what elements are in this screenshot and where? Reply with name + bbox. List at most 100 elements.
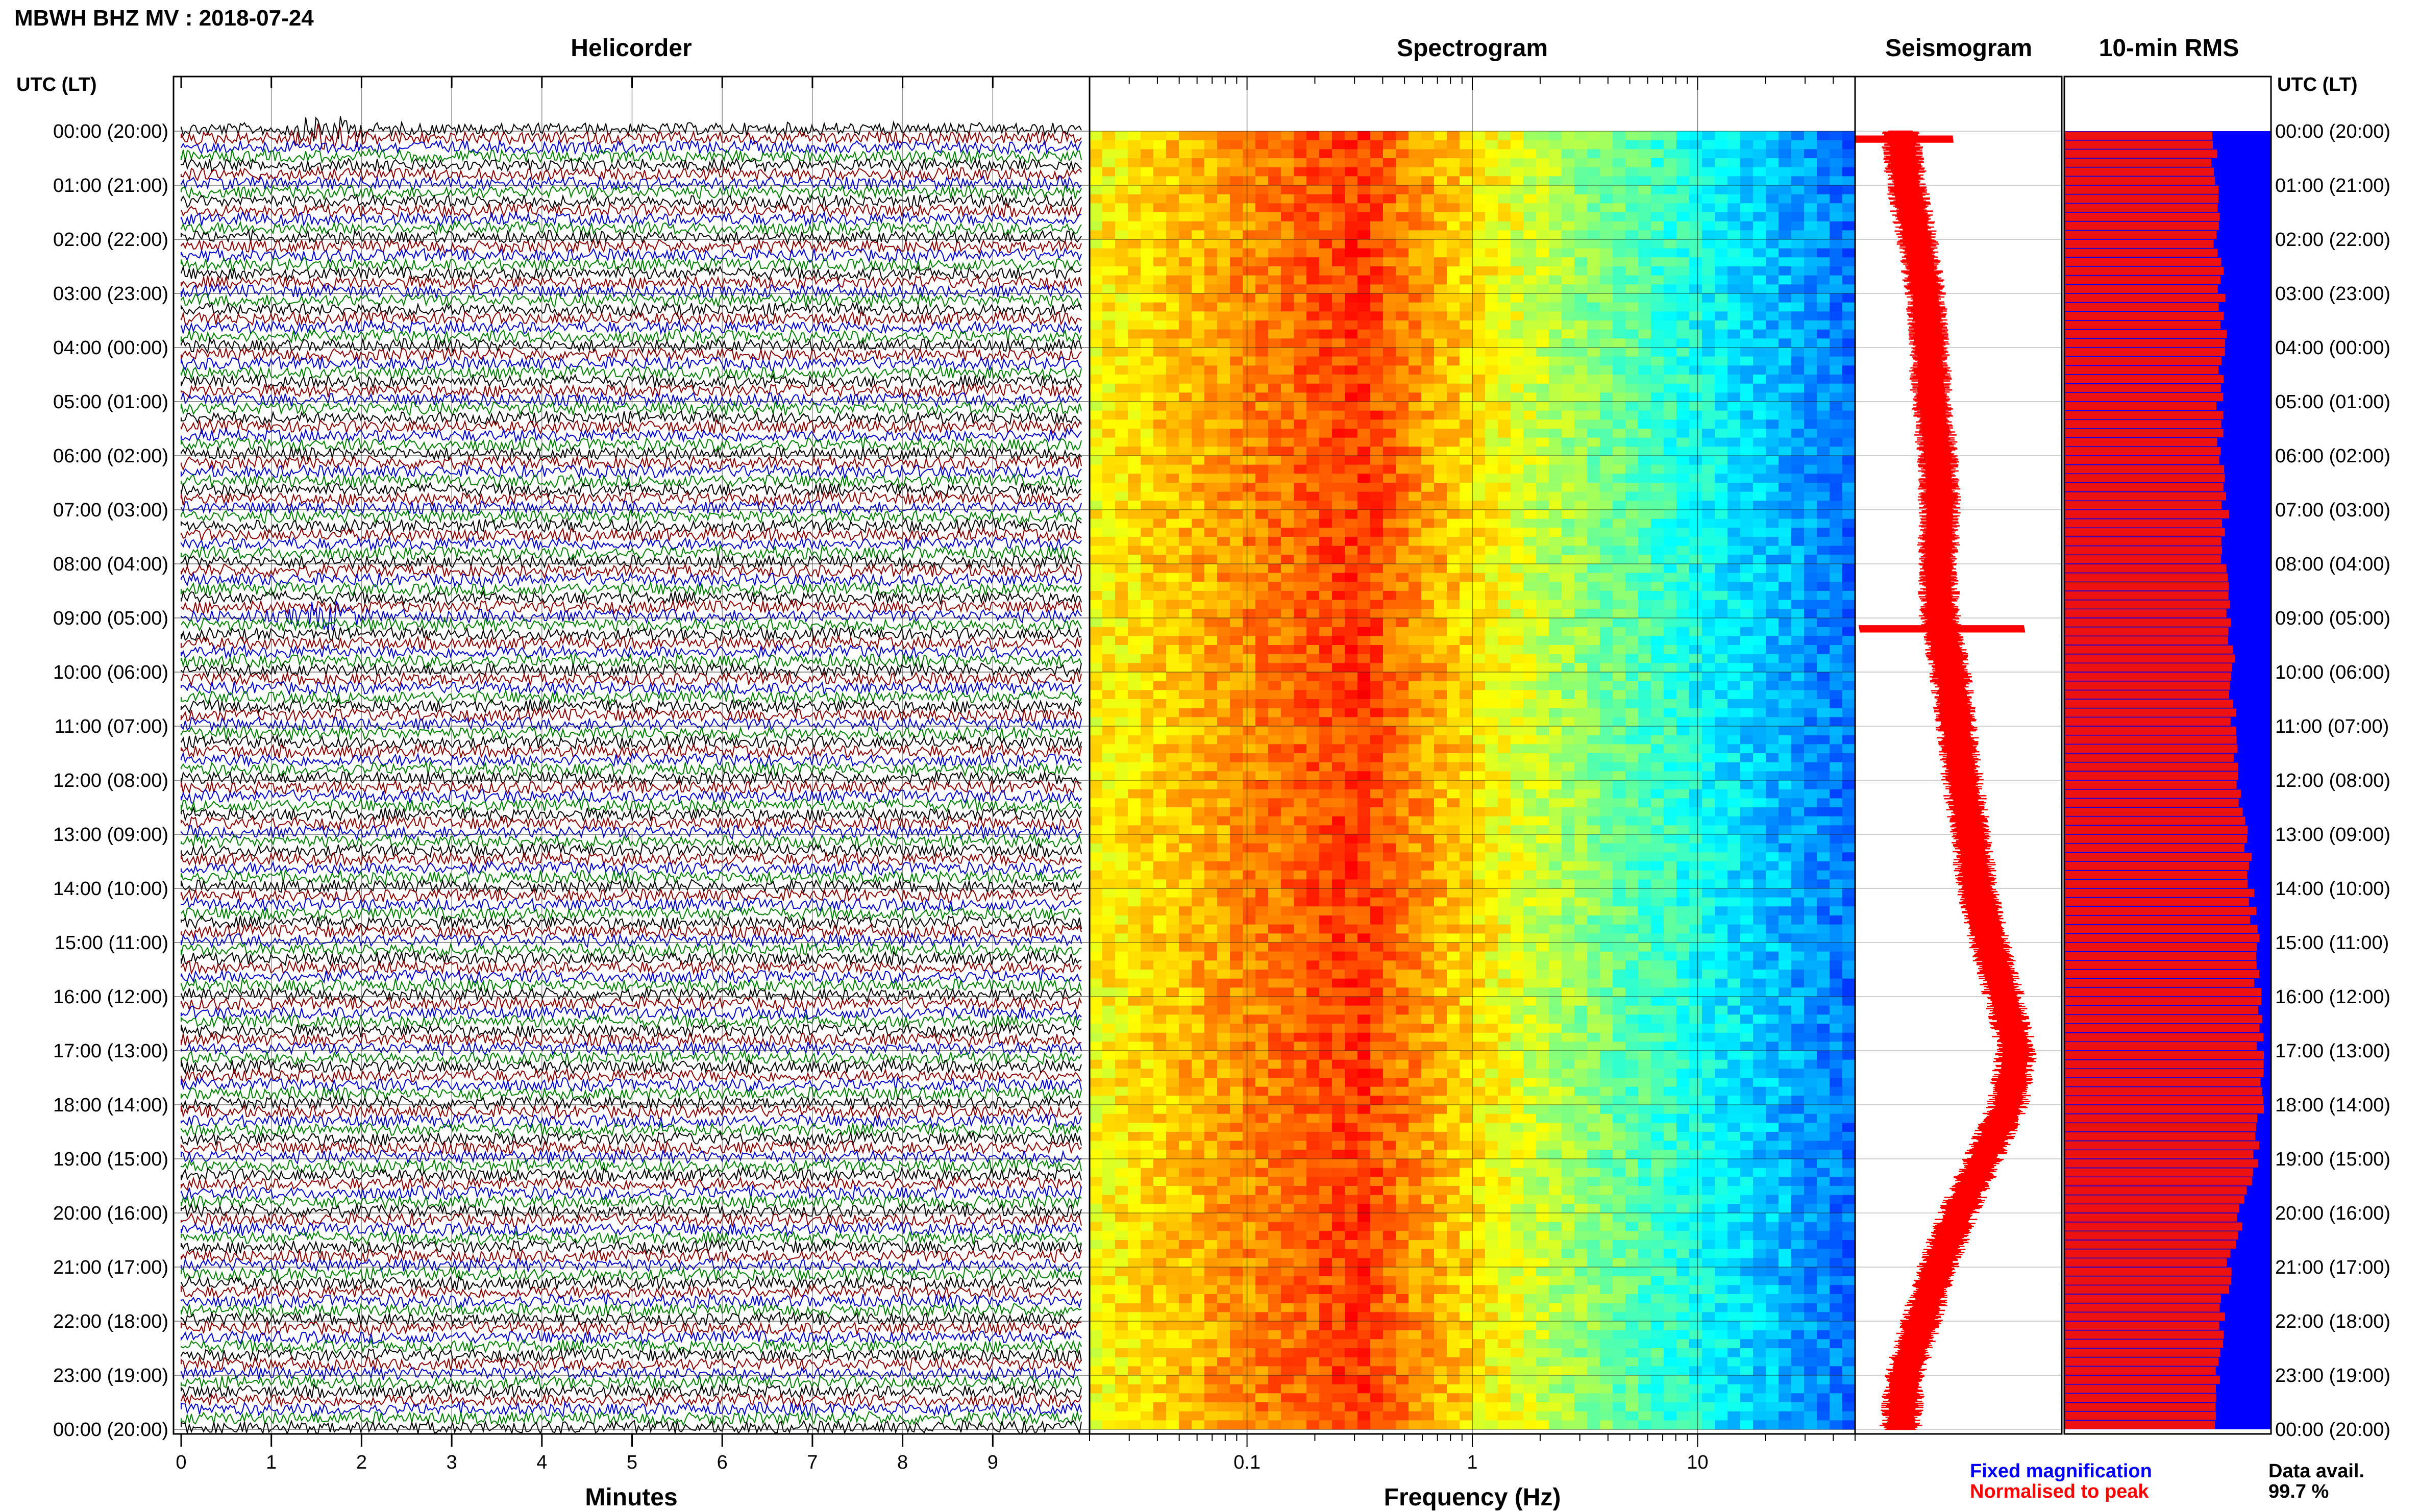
spectrogram-cell [1574,375,1588,384]
spectrogram-cell [1472,158,1486,168]
spectrogram-cell [1842,744,1855,754]
spectrogram-cell [1651,348,1664,357]
spectrogram-cell [1830,564,1843,574]
spectrogram-cell [1319,131,1332,141]
spectrogram-cell [1817,375,1830,384]
spectrogram-cell [1141,537,1154,547]
spectrogram-cell [1409,798,1422,808]
spectrogram-cell [1230,203,1243,213]
spectrogram-cell [1332,627,1345,636]
spectrogram-cell [1294,690,1307,700]
spectrogram-cell [1281,383,1294,393]
spectrogram-cell [1166,627,1179,636]
spectrogram-cell [1817,762,1830,772]
spectrogram-cell [1166,140,1179,150]
spectrogram-cell [1536,582,1549,591]
spectrogram-cell [1383,555,1396,564]
spectrogram-cell [1817,528,1830,537]
spectrogram-cell [1230,402,1243,411]
spectrogram-cell [1804,600,1817,609]
spectrogram-cell [1345,726,1358,736]
spectrogram-cell [1102,491,1116,501]
spectrogram-cell [1587,474,1600,483]
spectrogram-cell [1740,140,1754,150]
spectrogram-cell [1511,383,1524,393]
spectrogram-cell [1128,185,1141,195]
spectrogram-cell [1243,726,1256,736]
spectrogram-cell [1817,383,1830,393]
spectrogram-cell [1613,158,1626,168]
spectrogram-cell [1485,672,1498,682]
spectrogram-cell [1370,789,1384,799]
spectrogram-cell [1715,329,1728,339]
spectrogram-cell [1664,699,1677,709]
spectrogram-cell [1613,248,1626,258]
spectrogram-cell [1166,176,1179,186]
spectrogram-cell [1434,699,1447,709]
spectrogram-cell [1498,131,1511,141]
spectrogram-cell [1727,654,1741,663]
spectrogram-cell [1204,185,1218,195]
spectrogram-cell [1460,573,1473,582]
spectrogram-cell [1523,311,1537,321]
spectrogram-cell [1472,573,1486,582]
spectrogram-cell [1625,167,1639,177]
spectrogram-cell [1574,546,1588,555]
spectrogram-cell [1804,266,1817,276]
spectrogram-cell [1421,483,1435,492]
spectrogram-cell [1396,419,1409,429]
spectrogram-cell [1294,681,1307,690]
hour-tick-label-right: 22:00 (18:00) [2275,1311,2390,1332]
spectrogram-cell [1523,329,1537,339]
spectrogram-cell [1090,302,1103,312]
spectrogram-cell [1651,383,1664,393]
spectrogram-cell [1472,456,1486,465]
spectrogram-cell [1830,176,1843,186]
spectrogram-cell [1740,176,1754,186]
spectrogram-cell [1268,474,1281,483]
spectrogram-cell [1345,555,1358,564]
spectrogram-cell [1332,194,1345,204]
spectrogram-cell [1319,753,1332,763]
spectrogram-cell [1766,338,1779,348]
spectrogram-cell [1472,176,1486,186]
spectrogram-cell [1574,275,1588,285]
spectrogram-cell [1294,518,1307,528]
spectrogram-cell [1230,167,1243,177]
spectrogram-cell [1587,807,1600,817]
hour-tick-label: 06:00 (02:00) [53,445,168,467]
spectrogram-cell [1332,816,1345,826]
spectrogram-cell [1332,302,1345,312]
spectrogram-cell [1153,573,1167,582]
spectrogram-cell [1676,528,1690,537]
spectrogram-cell [1357,329,1371,339]
time-axis-label-right: UTC (LT) [2277,74,2358,95]
spectrogram-cell [1651,203,1664,213]
helicorder-trace-line [181,265,1082,282]
spectrogram-cell [1128,555,1141,564]
spectrogram-cell [1345,627,1358,636]
spectrogram-cell [1702,582,1715,591]
spectrogram-cell [1217,230,1230,240]
spectrogram-cell [1791,392,1805,402]
spectrogram-cell [1090,483,1103,492]
spectrogram-cell [1409,491,1422,501]
spectrogram-cell [1230,518,1243,528]
spectrogram-cell [1651,528,1664,537]
spectrogram-cell [1511,591,1524,601]
spectrogram-cell [1779,311,1792,321]
spectrogram-cell [1179,582,1192,591]
spectrogram-cell [1753,383,1766,393]
spectrogram-cell [1115,266,1128,276]
spectrogram-cell [1421,681,1435,690]
spectrogram-cell [1842,672,1855,682]
spectrogram-cell [1396,798,1409,808]
spectrogram-cell [1115,483,1128,492]
spectrogram-cell [1511,483,1524,492]
spectrogram-cell [1753,789,1766,799]
spectrogram-cell [1153,266,1167,276]
spectrogram-cell [1153,248,1167,258]
spectrogram-cell [1600,410,1613,420]
spectrogram-cell [1383,699,1396,709]
spectrogram-cell [1370,501,1384,510]
